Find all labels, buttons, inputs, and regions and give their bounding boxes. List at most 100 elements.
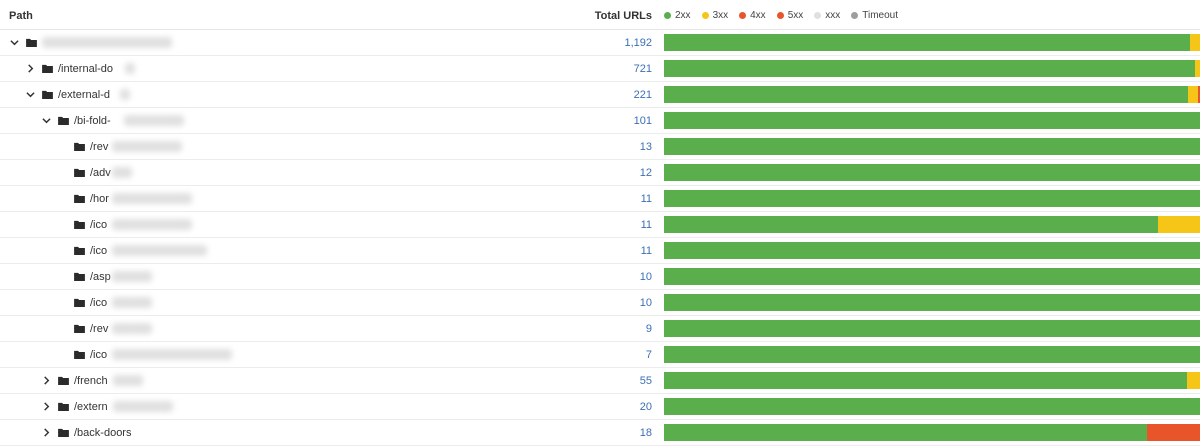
total-urls-count[interactable]: 11 [640,245,652,257]
chevron-down-icon[interactable] [26,90,35,99]
status-distribution-bar[interactable] [664,398,1200,415]
total-urls-count[interactable]: 1,192 [624,37,652,49]
status-distribution-bar[interactable] [664,34,1200,51]
status-segment-2xx[interactable] [664,86,1188,103]
path-name[interactable]: /ico [90,297,108,309]
status-distribution-bar[interactable] [664,216,1200,233]
total-urls-count[interactable]: 10 [639,297,652,309]
status-segment-2xx[interactable] [664,34,1190,51]
path-name[interactable]: /internal-do [58,63,114,75]
path-name[interactable]: /external-d [58,89,110,101]
status-distribution-bar[interactable] [664,164,1200,181]
path-name[interactable]: /rev [90,323,109,335]
table-row[interactable]: /hor 11 [0,186,1200,212]
path-name[interactable]: /bi-fold- [74,115,111,127]
table-row[interactable]: 1,192 [0,30,1200,56]
chevron-right-icon[interactable] [42,376,51,385]
total-urls-count[interactable]: 7 [645,349,652,361]
status-distribution-bar[interactable] [664,268,1200,285]
table-row[interactable]: /ico 10 [0,290,1200,316]
status-distribution-bar[interactable] [664,86,1200,103]
table-row[interactable]: /ico 11 [0,212,1200,238]
path-name[interactable]: /ico [90,349,108,361]
chevron-right-icon[interactable] [26,64,35,73]
legend-item-4xx[interactable]: 4xx [739,10,766,21]
legend-item-3xx[interactable]: 3xx [701,10,728,21]
table-row[interactable]: /extern 20 [0,394,1200,420]
table-row[interactable]: /internal-do 721 [0,56,1200,82]
legend-item-5xx[interactable]: 5xx [776,10,803,21]
status-segment-2xx[interactable] [664,60,1195,77]
status-distribution-bar[interactable] [664,60,1200,77]
total-urls-count[interactable]: 13 [639,141,652,153]
path-name[interactable]: /asp [90,271,111,283]
total-urls-count[interactable]: 101 [633,115,652,127]
path-name[interactable]: /ico [90,245,108,257]
chevron-right-icon[interactable] [42,428,51,437]
legend-item-timeout[interactable]: Timeout [851,10,898,21]
status-segment-2xx[interactable] [664,242,1200,259]
path-name[interactable]: /rev [90,141,109,153]
path-name[interactable]: /ico [90,219,108,231]
table-row[interactable]: /rev 13 [0,134,1200,160]
path-column-header[interactable]: Path [9,10,33,22]
status-segment-2xx[interactable] [664,164,1200,181]
status-distribution-bar[interactable] [664,112,1200,129]
total-urls-count[interactable]: 221 [633,89,652,101]
legend-item-xxx[interactable]: xxx [814,10,840,21]
status-segment-2xx[interactable] [664,216,1158,233]
total-urls-count[interactable]: 20 [639,401,652,413]
table-row[interactable]: /french 55 [0,368,1200,394]
total-urls-count[interactable]: 11 [640,193,652,205]
status-segment-2xx[interactable] [664,398,1200,415]
status-segment-3xx[interactable] [1187,372,1200,389]
table-row[interactable]: /ico 11 [0,238,1200,264]
path-name[interactable]: /hor [90,193,109,205]
table-row[interactable]: /adv 12 [0,160,1200,186]
table-row[interactable]: /external-d 221 [0,82,1200,108]
status-distribution-bar[interactable] [664,372,1200,389]
status-distribution-bar[interactable] [664,190,1200,207]
total-urls-count[interactable]: 18 [639,427,652,439]
status-distribution-bar[interactable] [664,320,1200,337]
table-row[interactable]: /rev 9 [0,316,1200,342]
path-name[interactable]: /french [74,375,108,387]
table-row[interactable]: /ico 7 [0,342,1200,368]
total-urls-count[interactable]: 721 [633,63,652,75]
total-urls-count[interactable]: 10 [639,271,652,283]
status-segment-2xx[interactable] [664,190,1200,207]
path-name[interactable]: /back-doors [74,427,132,439]
chevron-down-icon[interactable] [10,38,19,47]
status-segment-5xx[interactable] [1197,86,1200,103]
status-segment-2xx[interactable] [664,294,1200,311]
status-segment-2xx[interactable] [664,112,1200,129]
total-urls-count[interactable]: 12 [639,167,652,179]
status-distribution-bar[interactable] [664,424,1200,441]
status-segment-3xx[interactable] [1187,86,1198,103]
status-segment-5xx[interactable] [1147,424,1200,441]
total-urls-count[interactable]: 11 [640,219,652,231]
status-distribution-bar[interactable] [664,242,1200,259]
total-urls-count[interactable]: 9 [645,323,652,335]
chevron-down-icon[interactable] [42,116,51,125]
status-segment-2xx[interactable] [664,372,1188,389]
status-distribution-bar[interactable] [664,346,1200,363]
status-segment-2xx[interactable] [664,424,1148,441]
path-name[interactable]: /extern [74,401,108,413]
table-row[interactable]: /bi-fold- 101 [0,108,1200,134]
status-segment-3xx[interactable] [1194,60,1200,77]
total-urls-count[interactable]: 55 [639,375,652,387]
legend-item-2xx[interactable]: 2xx [664,10,691,21]
status-distribution-bar[interactable] [664,294,1200,311]
status-segment-2xx[interactable] [664,320,1200,337]
table-row[interactable]: /back-doors 18 [0,420,1200,446]
status-segment-3xx[interactable] [1189,34,1200,51]
status-segment-2xx[interactable] [664,268,1200,285]
status-segment-3xx[interactable] [1157,216,1200,233]
status-segment-2xx[interactable] [664,138,1200,155]
chevron-right-icon[interactable] [42,402,51,411]
status-distribution-bar[interactable] [664,138,1200,155]
status-segment-2xx[interactable] [664,346,1200,363]
table-row[interactable]: /asp 10 [0,264,1200,290]
path-name[interactable]: /adv [90,167,111,179]
